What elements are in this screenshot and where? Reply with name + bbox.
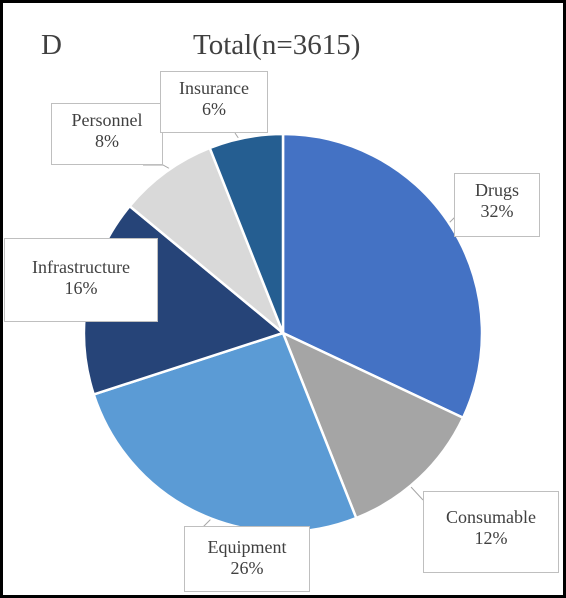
label-drugs-value: 32% <box>480 201 514 221</box>
label-insurance-name: Insurance <box>179 78 249 98</box>
label-equipment-name: Equipment <box>207 537 287 557</box>
pie-slice-personnel <box>128 146 285 335</box>
leader-line-consumable <box>410 486 424 501</box>
chart-title: Total(n=3615) <box>193 29 361 61</box>
pie-chart <box>82 132 484 534</box>
label-equipment-value: 26% <box>230 558 264 578</box>
callout-infrastructure: Infrastructure 16% <box>4 238 158 322</box>
label-consumable-value: 12% <box>474 528 508 548</box>
pie-slice-insurance <box>208 132 285 335</box>
callout-personnel: Personnel 8% <box>51 103 163 165</box>
pie-slices <box>82 132 484 534</box>
callout-drugs: Drugs 32% <box>454 173 540 237</box>
callout-equipment: Equipment 26% <box>184 526 310 592</box>
label-personnel-value: 8% <box>95 131 119 151</box>
label-drugs-name: Drugs <box>475 180 519 200</box>
label-insurance-value: 6% <box>202 99 226 119</box>
label-personnel-name: Personnel <box>71 110 143 130</box>
label-consumable-name: Consumable <box>446 507 536 527</box>
callout-consumable: Consumable 12% <box>423 491 559 573</box>
pie-slice-equipment <box>92 331 358 534</box>
label-infrastructure-name: Infrastructure <box>32 257 130 277</box>
panel-letter: D <box>41 29 62 61</box>
pie-slice-consumable <box>281 331 465 520</box>
callout-insurance: Insurance 6% <box>160 71 268 133</box>
pie-slice-drugs <box>281 132 484 419</box>
label-infrastructure-value: 16% <box>64 278 98 298</box>
